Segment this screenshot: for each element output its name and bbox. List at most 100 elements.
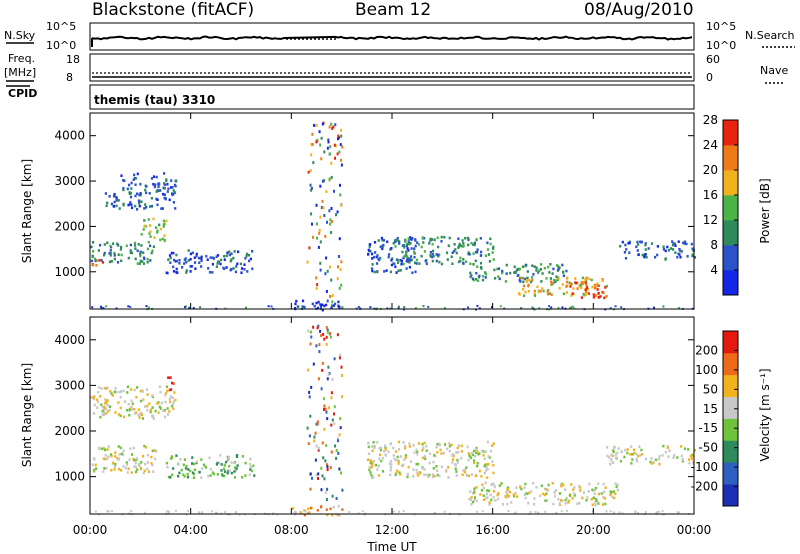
echo-cell [129,243,132,247]
echo-cell [469,456,473,459]
echo-cell [113,254,116,257]
echo-cell [293,512,296,515]
echo-cell [367,253,370,256]
echo-cell [185,465,188,468]
echo-cell [225,254,228,258]
echo-cell [399,269,402,272]
echo-cell [380,236,383,240]
echo-cell [191,456,194,459]
echo-cell [161,237,164,241]
echo-cell [138,193,141,197]
echo-cell [150,196,153,200]
echo-cell [156,189,159,192]
echo-cell [421,442,424,446]
echo-cell [476,464,479,468]
echo-cell [103,251,106,255]
echo-cell [611,495,614,499]
echo-cell [200,259,203,262]
echo-cell [337,304,340,308]
colorbar-swatch [723,270,738,296]
echo-cell [404,254,407,258]
echo-cell [100,305,102,308]
echo-cell [138,202,141,205]
echo-cell [152,470,155,473]
echo-cell [429,251,432,254]
echo-cell [691,247,694,251]
echo-cell [318,350,321,354]
echo-cell [443,235,446,239]
echo-cell [402,256,405,260]
echo-cell [561,283,564,286]
echo-cell [656,253,659,257]
echo-cell [229,259,232,263]
echo-cell [523,493,526,496]
echo-cell [570,483,573,486]
echo-cell [324,491,327,495]
echo-cell [140,233,143,236]
echo-cell [135,395,138,399]
cpid-label: CPID [8,87,37,100]
echo-cell [460,450,464,453]
echo-cell [476,462,479,465]
echo-cell [641,253,644,257]
echo-cell [165,385,169,389]
echo-cell [594,294,598,297]
echo-cell [404,238,407,242]
echo-cell [244,257,247,260]
echo-cell [193,261,197,264]
echo-cell [103,405,106,409]
echo-cell [323,404,326,408]
echo-cell [158,405,161,409]
echo-cell [541,272,544,275]
echo-cell [408,442,411,445]
echo-cell [109,254,112,257]
echo-cell [165,271,168,275]
echo-cell [330,335,332,339]
echo-cell [338,286,341,290]
echo-cell [509,490,512,494]
echo-cell [157,401,160,404]
echo-cell [376,254,379,257]
echo-cell [308,395,311,399]
echo-cell [597,492,600,496]
echo-cell [200,255,203,259]
echo-cell [201,467,204,470]
echo-cell [315,276,318,280]
echo-cell [148,192,151,195]
echo-cell [630,462,633,465]
echo-cell [623,455,626,459]
echo-cell [327,140,330,144]
echo-cell [120,174,123,177]
echo-cell [408,445,411,448]
echo-cell [435,253,438,256]
echo-cell [476,248,479,251]
echo-cell [317,377,320,381]
echo-cell [207,267,210,270]
echo-cell [228,469,231,472]
echo-cell [120,253,123,257]
echo-cell [414,244,417,248]
echo-cell [433,474,436,478]
x-tick-label: 20:00 [576,523,611,537]
echo-cell [163,182,166,185]
echo-cell [398,242,401,245]
echo-cell [561,263,564,267]
echo-cell [173,191,177,194]
echo-cell [609,510,612,513]
echo-cell [406,257,409,260]
echo-cell [674,244,677,247]
echo-cell [315,222,318,226]
echo-cell [492,245,495,249]
freq-unit: [MHz] [4,66,36,79]
echo-cell [317,448,320,452]
echo-cell [479,261,483,265]
echo-cell [522,276,525,280]
echo-cell [543,487,547,491]
echo-cell [241,476,244,479]
echo-cell [594,498,597,501]
echo-cell [383,450,386,453]
echo-cell [126,391,129,394]
echo-cell [486,496,489,499]
echo-cell [154,183,157,186]
echo-cell [688,461,691,465]
